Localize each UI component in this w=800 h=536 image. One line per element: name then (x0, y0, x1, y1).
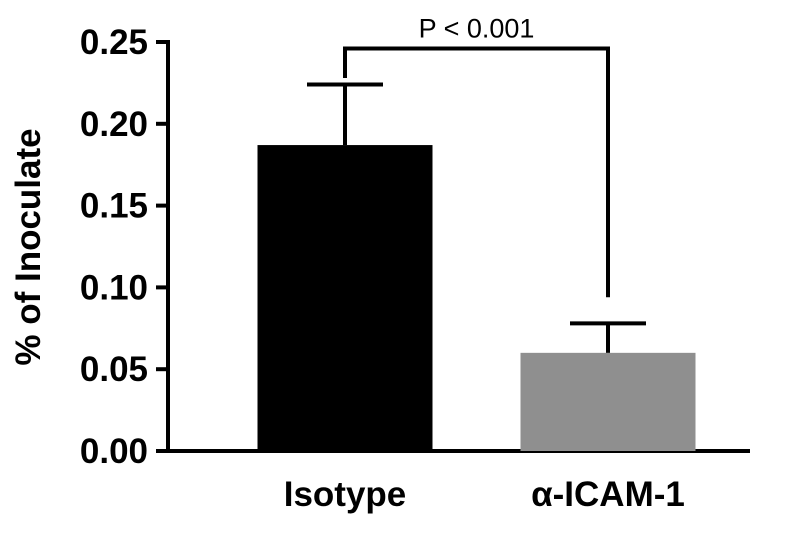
y-tick-label: 0.00 (80, 432, 148, 471)
p-value-label: P < 0.001 (419, 14, 535, 44)
category-label: Isotype (284, 475, 407, 514)
y-tick-label: 0.05 (80, 350, 148, 389)
bar-icam1 (520, 352, 696, 451)
y-tick-label: 0.10 (80, 268, 148, 307)
bar-isotype (257, 145, 433, 451)
bars (257, 145, 696, 451)
y-ticks: 0.00 0.05 0.10 0.15 0.20 0.25 (80, 23, 168, 471)
y-tick-label: 0.20 (80, 105, 148, 144)
category-labels: Isotype α-ICAM-1 (284, 475, 685, 514)
category-label: α-ICAM-1 (531, 475, 685, 514)
error-bars (307, 82, 646, 353)
y-tick-label: 0.15 (80, 187, 148, 226)
y-axis-title: % of Inoculate (9, 128, 48, 365)
significance-bracket: P < 0.001 (343, 14, 610, 298)
y-tick-label: 0.25 (80, 23, 148, 62)
significance-line (343, 46, 610, 298)
